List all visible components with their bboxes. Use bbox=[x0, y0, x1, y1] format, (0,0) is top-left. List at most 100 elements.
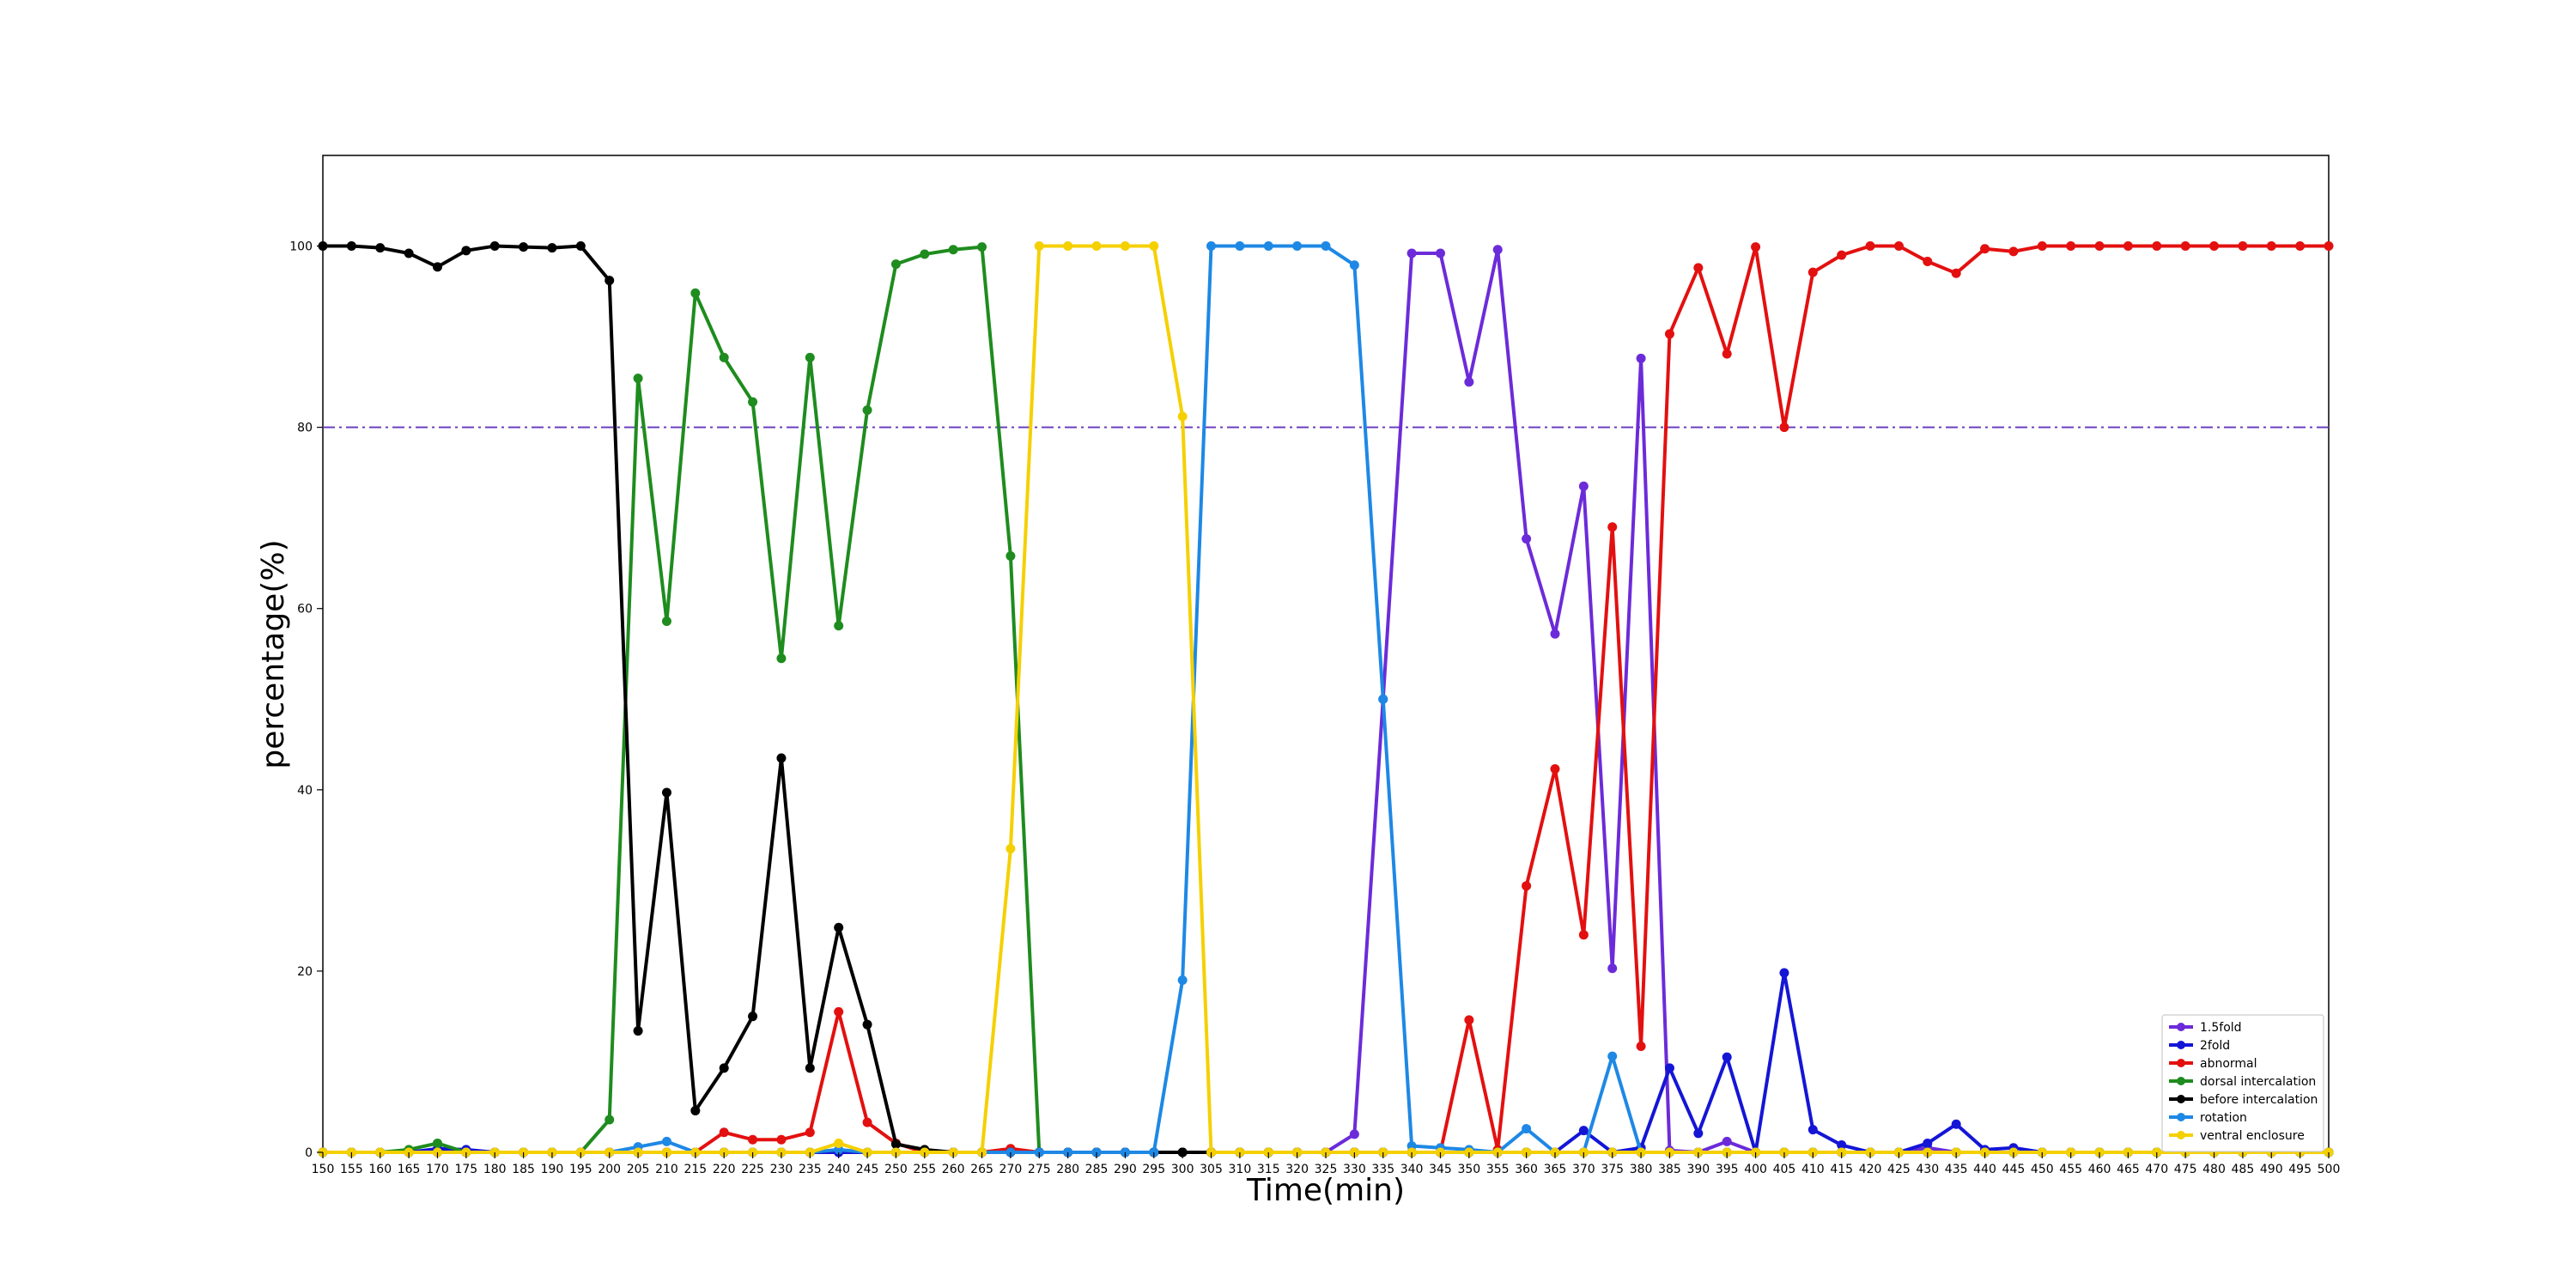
data-point-ventral-enclosure bbox=[1120, 241, 1130, 252]
x-tick-label: 395 bbox=[1716, 1163, 1739, 1176]
x-tick-label: 340 bbox=[1400, 1163, 1424, 1176]
data-point-1-5fold bbox=[1464, 377, 1474, 387]
data-point-abnormal bbox=[1865, 241, 1875, 252]
data-point-dorsal-intercalation bbox=[690, 288, 701, 298]
x-tick-label: 465 bbox=[2117, 1163, 2140, 1176]
data-point-abnormal bbox=[2180, 241, 2190, 252]
data-point-before-intercalation bbox=[690, 1105, 701, 1115]
x-tick-label: 375 bbox=[1601, 1163, 1624, 1176]
data-point-1-5fold bbox=[1349, 1129, 1359, 1139]
data-point-abnormal bbox=[719, 1127, 729, 1138]
data-point-abnormal bbox=[1751, 242, 1761, 252]
legend-label-ventral-enclosure: ventral enclosure bbox=[2200, 1129, 2305, 1143]
data-point-before-intercalation bbox=[432, 262, 442, 272]
x-tick-label: 405 bbox=[1773, 1163, 1796, 1176]
data-point-rotation bbox=[1235, 241, 1245, 252]
data-point-rotation bbox=[1349, 260, 1359, 270]
y-tick-label: 40 bbox=[297, 784, 313, 798]
data-point-2fold bbox=[1578, 1126, 1589, 1136]
x-tick-label: 410 bbox=[1801, 1163, 1825, 1176]
data-point-abnormal bbox=[1550, 764, 1560, 775]
data-point-abnormal bbox=[805, 1127, 815, 1138]
data-point-before-intercalation bbox=[834, 922, 844, 933]
data-point-rotation bbox=[1292, 241, 1303, 252]
x-axis-title: Time(min) bbox=[1246, 1173, 1405, 1208]
x-tick-label: 370 bbox=[1572, 1163, 1595, 1176]
series-abnormal bbox=[318, 241, 2334, 1157]
data-point-abnormal bbox=[2324, 241, 2334, 252]
data-point-ventral-enclosure bbox=[1063, 241, 1073, 252]
data-point-before-intercalation bbox=[862, 1019, 872, 1030]
x-tick-label: 200 bbox=[598, 1163, 621, 1176]
legend-marker-1-5fold bbox=[2177, 1023, 2185, 1031]
data-point-before-intercalation bbox=[633, 1026, 643, 1036]
x-tick-label: 495 bbox=[2288, 1163, 2312, 1176]
x-tick-label: 280 bbox=[1056, 1163, 1079, 1176]
data-point-ventral-enclosure bbox=[834, 1138, 844, 1148]
y-tick-label: 60 bbox=[297, 603, 313, 617]
x-tick-label: 165 bbox=[398, 1163, 421, 1176]
x-tick-label: 460 bbox=[2088, 1163, 2111, 1176]
data-point-ventral-enclosure bbox=[1091, 241, 1102, 252]
series-line-1-5fold bbox=[323, 247, 2329, 1154]
data-point-abnormal bbox=[1807, 267, 1818, 277]
data-point-1-5fold bbox=[1722, 1136, 1732, 1146]
data-point-abnormal bbox=[1722, 349, 1732, 359]
data-point-dorsal-intercalation bbox=[661, 617, 671, 627]
data-point-1-5fold bbox=[1492, 245, 1503, 255]
data-point-dorsal-intercalation bbox=[1005, 551, 1016, 562]
data-point-1-5fold bbox=[1607, 963, 1618, 974]
legend-marker-dorsal-intercalation bbox=[2177, 1077, 2185, 1085]
x-tick-label: 305 bbox=[1200, 1163, 1223, 1176]
data-point-abnormal bbox=[1951, 268, 1961, 278]
x-tick-label: 180 bbox=[483, 1163, 507, 1176]
data-point-abnormal bbox=[2209, 241, 2220, 252]
x-tick-label: 160 bbox=[368, 1163, 392, 1176]
data-point-abnormal bbox=[1464, 1015, 1474, 1025]
data-point-1-5fold bbox=[1406, 248, 1417, 258]
x-tick-label: 170 bbox=[426, 1163, 449, 1176]
x-tick-label: 185 bbox=[512, 1163, 535, 1176]
data-point-abnormal bbox=[776, 1134, 787, 1145]
x-tick-label: 475 bbox=[2174, 1163, 2197, 1176]
data-point-before-intercalation bbox=[489, 241, 500, 252]
x-tick-label: 425 bbox=[1887, 1163, 1911, 1176]
data-point-before-intercalation bbox=[748, 1012, 758, 1022]
legend-label-1-5fold: 1.5fold bbox=[2200, 1021, 2242, 1035]
data-point-abnormal bbox=[2152, 241, 2162, 252]
data-point-ventral-enclosure bbox=[1005, 843, 1016, 854]
x-tick-label: 350 bbox=[1457, 1163, 1480, 1176]
data-point-rotation bbox=[1607, 1051, 1618, 1061]
x-tick-label: 300 bbox=[1171, 1163, 1194, 1176]
legend-label-rotation: rotation bbox=[2200, 1111, 2247, 1125]
x-tick-label: 195 bbox=[569, 1163, 592, 1176]
x-tick-label: 470 bbox=[2145, 1163, 2168, 1176]
x-tick-label: 420 bbox=[1859, 1163, 1882, 1176]
data-point-1-5fold bbox=[1522, 533, 1532, 544]
data-point-abnormal bbox=[1607, 522, 1618, 532]
data-point-before-intercalation bbox=[890, 1139, 901, 1150]
data-point-before-intercalation bbox=[776, 753, 787, 763]
data-point-abnormal bbox=[1893, 241, 1904, 252]
legend-marker-rotation bbox=[2177, 1113, 2185, 1121]
x-tick-label: 355 bbox=[1486, 1163, 1510, 1176]
data-point-2fold bbox=[1951, 1119, 1961, 1129]
series-layer bbox=[318, 241, 2334, 1157]
x-tick-label: 450 bbox=[2031, 1163, 2054, 1176]
data-point-before-intercalation bbox=[346, 241, 356, 252]
series-line-before-intercalation bbox=[323, 244, 2329, 1154]
x-tick-label: 365 bbox=[1544, 1163, 1567, 1176]
y-axis-title: percentage(%) bbox=[256, 539, 291, 769]
x-tick-label: 400 bbox=[1744, 1163, 1767, 1176]
data-point-abnormal bbox=[1980, 244, 1990, 254]
x-tick-label: 315 bbox=[1257, 1163, 1280, 1176]
legend-box bbox=[2161, 1014, 2324, 1152]
series-ventral-enclosure bbox=[318, 241, 2334, 1157]
x-tick-label: 380 bbox=[1630, 1163, 1653, 1176]
x-tick-label: 480 bbox=[2202, 1163, 2226, 1176]
data-point-rotation bbox=[661, 1136, 671, 1146]
legend-label-dorsal-intercalation: dorsal intercalation bbox=[2200, 1075, 2316, 1089]
data-point-abnormal bbox=[748, 1134, 758, 1145]
data-point-rotation bbox=[1263, 241, 1273, 252]
x-tick-label: 175 bbox=[454, 1163, 477, 1176]
